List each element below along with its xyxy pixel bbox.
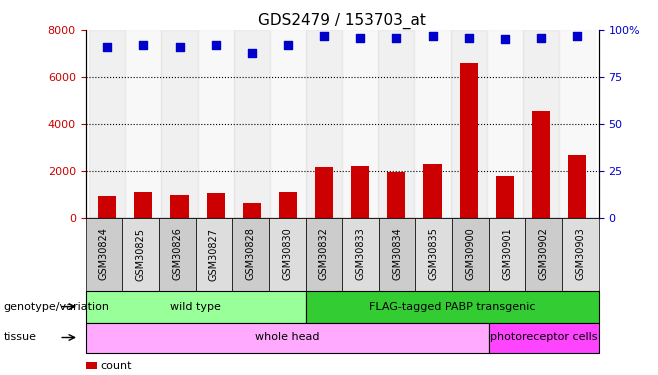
Bar <box>487 30 523 217</box>
Text: GSM30825: GSM30825 <box>136 228 145 280</box>
Point <box>247 50 257 55</box>
Bar <box>161 30 197 217</box>
Text: GSM30826: GSM30826 <box>172 228 182 280</box>
Bar <box>98 196 116 217</box>
Point <box>391 34 401 40</box>
Bar <box>424 164 442 218</box>
Bar <box>559 30 595 217</box>
Bar <box>415 30 451 217</box>
Text: GSM30903: GSM30903 <box>576 228 586 280</box>
Text: GSM30833: GSM30833 <box>355 228 365 280</box>
Bar <box>234 30 270 217</box>
Text: genotype/variation: genotype/variation <box>3 302 109 312</box>
Point <box>211 42 221 48</box>
Bar <box>207 193 224 217</box>
Bar <box>378 30 415 217</box>
Text: GSM30824: GSM30824 <box>99 228 109 280</box>
Point <box>138 42 149 48</box>
Bar <box>523 30 559 217</box>
Point <box>355 34 365 40</box>
Point <box>174 44 185 50</box>
Bar <box>306 30 342 217</box>
Bar <box>315 167 333 217</box>
Point <box>463 34 474 40</box>
Text: whole head: whole head <box>255 333 319 342</box>
Text: count: count <box>101 361 132 370</box>
Bar <box>460 63 478 217</box>
Text: GSM30830: GSM30830 <box>282 228 292 280</box>
Point <box>427 33 438 39</box>
Text: GSM30834: GSM30834 <box>392 228 402 280</box>
Point <box>536 34 546 40</box>
Bar <box>388 172 405 217</box>
Bar <box>134 192 153 217</box>
Bar <box>279 192 297 217</box>
Point <box>319 33 330 39</box>
Bar <box>243 203 261 217</box>
Bar <box>270 30 306 217</box>
Text: GSM30828: GSM30828 <box>245 228 255 280</box>
Point <box>499 36 510 42</box>
Point <box>572 33 582 39</box>
Title: GDS2479 / 153703_at: GDS2479 / 153703_at <box>258 12 426 28</box>
Bar <box>451 30 487 217</box>
Bar <box>170 195 189 217</box>
Bar <box>532 111 550 218</box>
Text: GSM30827: GSM30827 <box>209 228 219 280</box>
Bar <box>125 30 161 217</box>
Text: tissue: tissue <box>3 333 36 342</box>
Bar <box>568 155 586 218</box>
Bar <box>495 177 514 218</box>
Text: GSM30900: GSM30900 <box>465 228 476 280</box>
Text: photoreceptor cells: photoreceptor cells <box>490 333 597 342</box>
Text: GSM30901: GSM30901 <box>502 228 512 280</box>
Text: GSM30835: GSM30835 <box>429 228 439 280</box>
Text: GSM30902: GSM30902 <box>539 228 549 280</box>
Bar <box>351 166 369 218</box>
Bar <box>89 30 125 217</box>
Point <box>102 44 113 50</box>
Bar <box>197 30 234 217</box>
Bar <box>342 30 378 217</box>
Text: wild type: wild type <box>170 302 221 312</box>
Text: FLAG-tagged PABP transgenic: FLAG-tagged PABP transgenic <box>369 302 536 312</box>
Point <box>283 42 293 48</box>
Text: GSM30832: GSM30832 <box>319 228 329 280</box>
